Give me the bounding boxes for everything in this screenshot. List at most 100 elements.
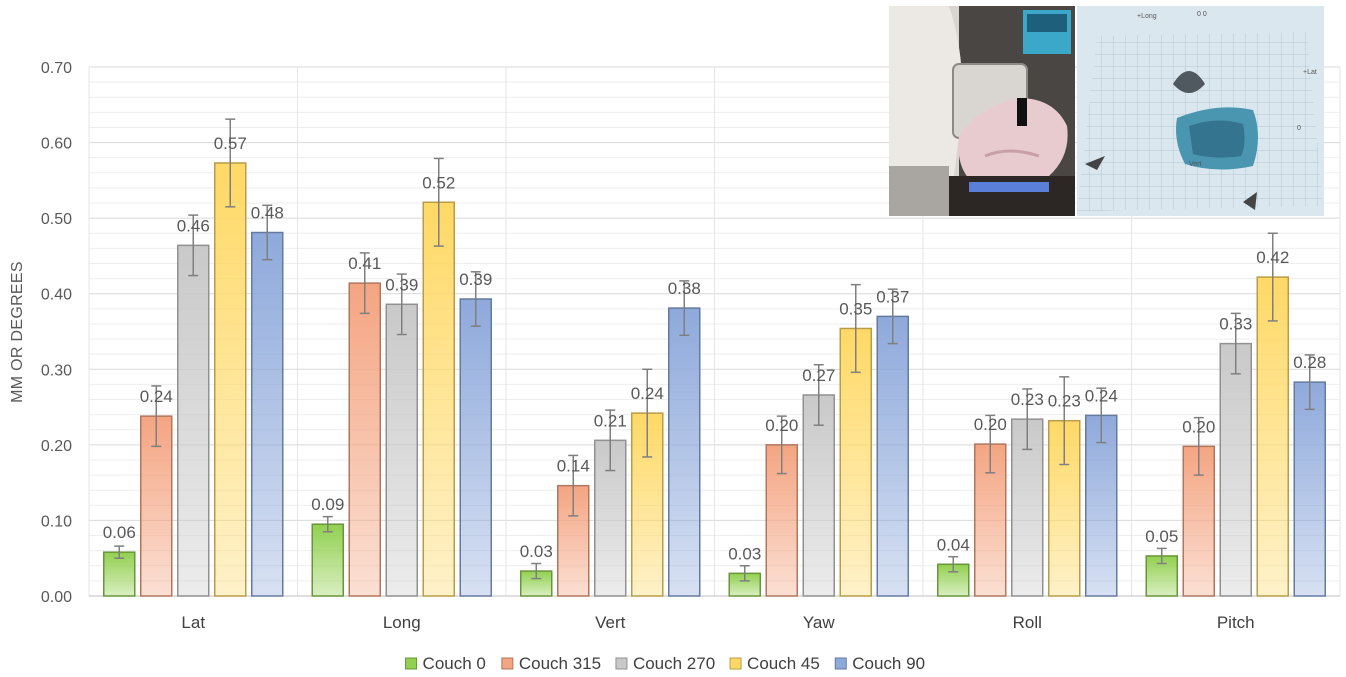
error-bar [1059,376,1070,466]
bar-long-couch-45 [422,201,455,597]
data-label: 0.52 [422,173,455,192]
legend-swatch [615,657,628,670]
render-label-lat: +Lat [1303,69,1317,76]
bar-pitch-couch-270 [1219,342,1252,597]
data-label: 0.20 [765,416,798,435]
data-label: 0.46 [177,216,210,235]
error-bar [739,565,750,582]
legend: Couch 0 Couch 315 Couch 270 Couch 45 Couch 9… [405,654,925,673]
error-bar [948,555,959,573]
data-label: 0.20 [974,415,1007,434]
data-labels: 0.060.240.460.570.480.090.410.390.520.39… [103,134,1327,563]
legend-item: Couch 90 [834,654,925,673]
data-label: 0.41 [348,254,381,273]
patient-setup-photo [889,6,1075,216]
bar-long-couch-0 [311,523,344,597]
legend-swatch [501,657,514,670]
render-label-vert: Vert [1189,161,1202,168]
data-label: 0.09 [311,495,344,514]
error-bar [568,454,579,517]
legend-label: Couch 90 [852,654,925,673]
category-label: Yaw [803,613,836,632]
data-label: 0.39 [459,270,492,289]
y-tick-label: 0.50 [41,211,72,228]
bar-long-couch-90 [459,298,492,597]
bar-vert-couch-270 [594,439,627,597]
legend-item: Couch 0 [405,654,486,673]
y-tick-label: 0.40 [41,287,72,304]
error-bar [679,280,690,337]
category-label: Long [383,613,421,632]
category-label: Roll [1013,613,1042,632]
error-bar [322,515,333,533]
error-bar [531,562,542,580]
error-bar [1096,387,1107,444]
error-bar [776,415,787,475]
data-label: 0.35 [839,299,872,318]
render-label-origin: 0 0 [1197,11,1207,18]
bar-long-couch-270 [385,303,418,597]
data-label: 0.14 [557,457,590,476]
data-label: 0.28 [1293,353,1326,372]
y-tick-label: 0.70 [41,60,72,77]
bar-long-couch-315 [348,282,381,597]
y-tick-label: 0.20 [41,438,72,455]
bar-vert-couch-90 [668,307,701,597]
data-label: 0.39 [385,275,418,294]
error-bar [1156,547,1167,565]
data-label: 0.57 [214,134,247,153]
bar-yaw-couch-270 [802,394,835,597]
data-label: 0.21 [594,411,627,430]
y-tick-label: 0.00 [41,589,72,606]
error-bar [396,273,407,336]
data-label: 0.33 [1219,315,1252,334]
data-label: 0.23 [1048,392,1081,411]
legend-swatch [729,657,742,670]
data-label: 0.42 [1256,248,1289,267]
error-bar [225,118,236,208]
bar-yaw-couch-45 [839,327,872,597]
data-label: 0.27 [802,366,835,385]
error-bar [985,414,996,474]
error-bar [262,204,273,261]
data-label: 0.24 [1085,386,1118,405]
bar-pitch-couch-45 [1256,276,1289,597]
render-label-zero: 0 [1297,125,1301,132]
y-tick-label: 0.10 [41,513,72,530]
data-label: 0.48 [251,204,284,223]
error-bar [114,545,125,559]
surface-guidance-render: +Long 0 0 +Lat Vert 0 [1077,6,1324,216]
x-axis: Lat Long Vert Yaw Roll Pitch [181,613,1254,632]
legend-label: Couch 0 [423,654,486,673]
legend-swatch [405,657,418,670]
data-label: 0.38 [668,279,701,298]
legend-item: Couch 270 [615,654,715,673]
error-bar [813,364,824,426]
legend-label: Couch 45 [747,654,820,673]
bars [103,118,1326,597]
bar-lat-couch-270 [177,244,210,597]
legend-item: Couch 45 [729,654,820,673]
legend-label: Couch 270 [633,654,715,673]
data-label: 0.24 [140,387,173,406]
error-bar [850,283,861,374]
data-label: 0.24 [631,384,664,403]
render-label-long: +Long [1137,13,1157,20]
data-label: 0.23 [1011,390,1044,409]
bar-yaw-couch-90 [876,315,909,597]
data-label: 0.03 [520,542,553,561]
data-label: 0.04 [937,535,970,554]
error-bar [1267,232,1278,322]
y-axis: 0.00 0.10 0.20 0.30 0.40 0.50 0.60 0.70 [41,60,1340,606]
error-bar [470,271,481,327]
gridlines [88,66,1341,597]
data-label: 0.20 [1182,417,1215,436]
error-bar [433,157,444,247]
error-bar [605,409,616,472]
legend-label: Couch 315 [519,654,601,673]
y-tick-label: 0.60 [41,136,72,153]
error-bar [887,288,898,345]
data-label: 0.05 [1145,527,1178,546]
bar-lat-couch-45 [214,162,247,597]
